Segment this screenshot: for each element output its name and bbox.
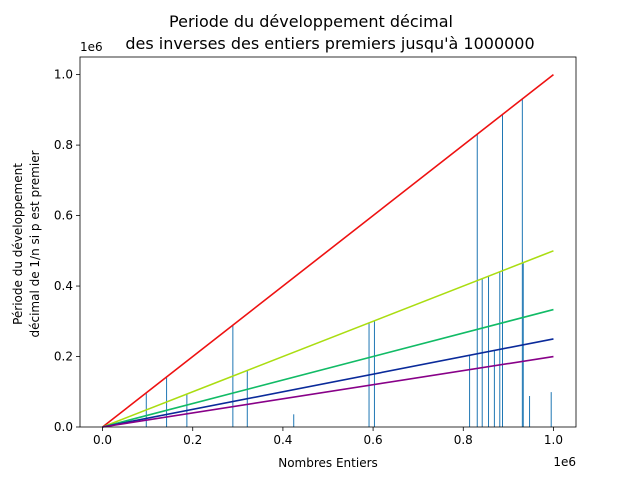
y-tick-label-5: 1.0 — [54, 68, 73, 82]
x-axis-ticks: 0.0 0.2 0.4 0.6 0.8 1.0 — [93, 427, 563, 447]
y-axis-label-line-1: Période du développement — [11, 163, 25, 325]
axes-frame — [79, 56, 577, 428]
y-tick-label-4: 0.8 — [54, 138, 73, 152]
x-tick-label-5: 1.0 — [544, 433, 563, 447]
series-line-3 — [102, 338, 554, 428]
y-axis-ticks: 0.0 0.2 0.4 0.6 0.8 1.0 — [54, 68, 80, 434]
chart-title-line-1: Periode du développement décimal — [169, 12, 453, 31]
x-tick-label-3: 0.6 — [364, 433, 383, 447]
x-axis-offset-label: 1e6 — [553, 455, 576, 469]
y-tick-label-0: 0.0 — [54, 420, 73, 434]
y-axis-label-line-2: décimal de 1/n si p est premier — [28, 150, 42, 337]
y-axis-offset-label: 1e6 — [80, 40, 103, 54]
x-axis-label: Nombres Entiers — [278, 456, 378, 470]
x-tick-label-2: 0.4 — [273, 433, 292, 447]
y-tick-label-3: 0.6 — [54, 209, 73, 223]
series-lines-layer — [102, 73, 554, 428]
chart-title-line-2: des inverses des entiers premiers jusqu'… — [125, 34, 534, 53]
series-line-4 — [102, 355, 554, 428]
y-tick-label-1: 0.2 — [54, 350, 73, 364]
y-tick-label-2: 0.4 — [54, 279, 73, 293]
x-tick-label-0: 0.0 — [93, 433, 112, 447]
x-tick-label-1: 0.2 — [183, 433, 202, 447]
x-tick-label-4: 0.8 — [454, 433, 473, 447]
series-line-2 — [102, 308, 554, 428]
series-line-1 — [102, 250, 554, 428]
series-line-0 — [102, 73, 554, 428]
